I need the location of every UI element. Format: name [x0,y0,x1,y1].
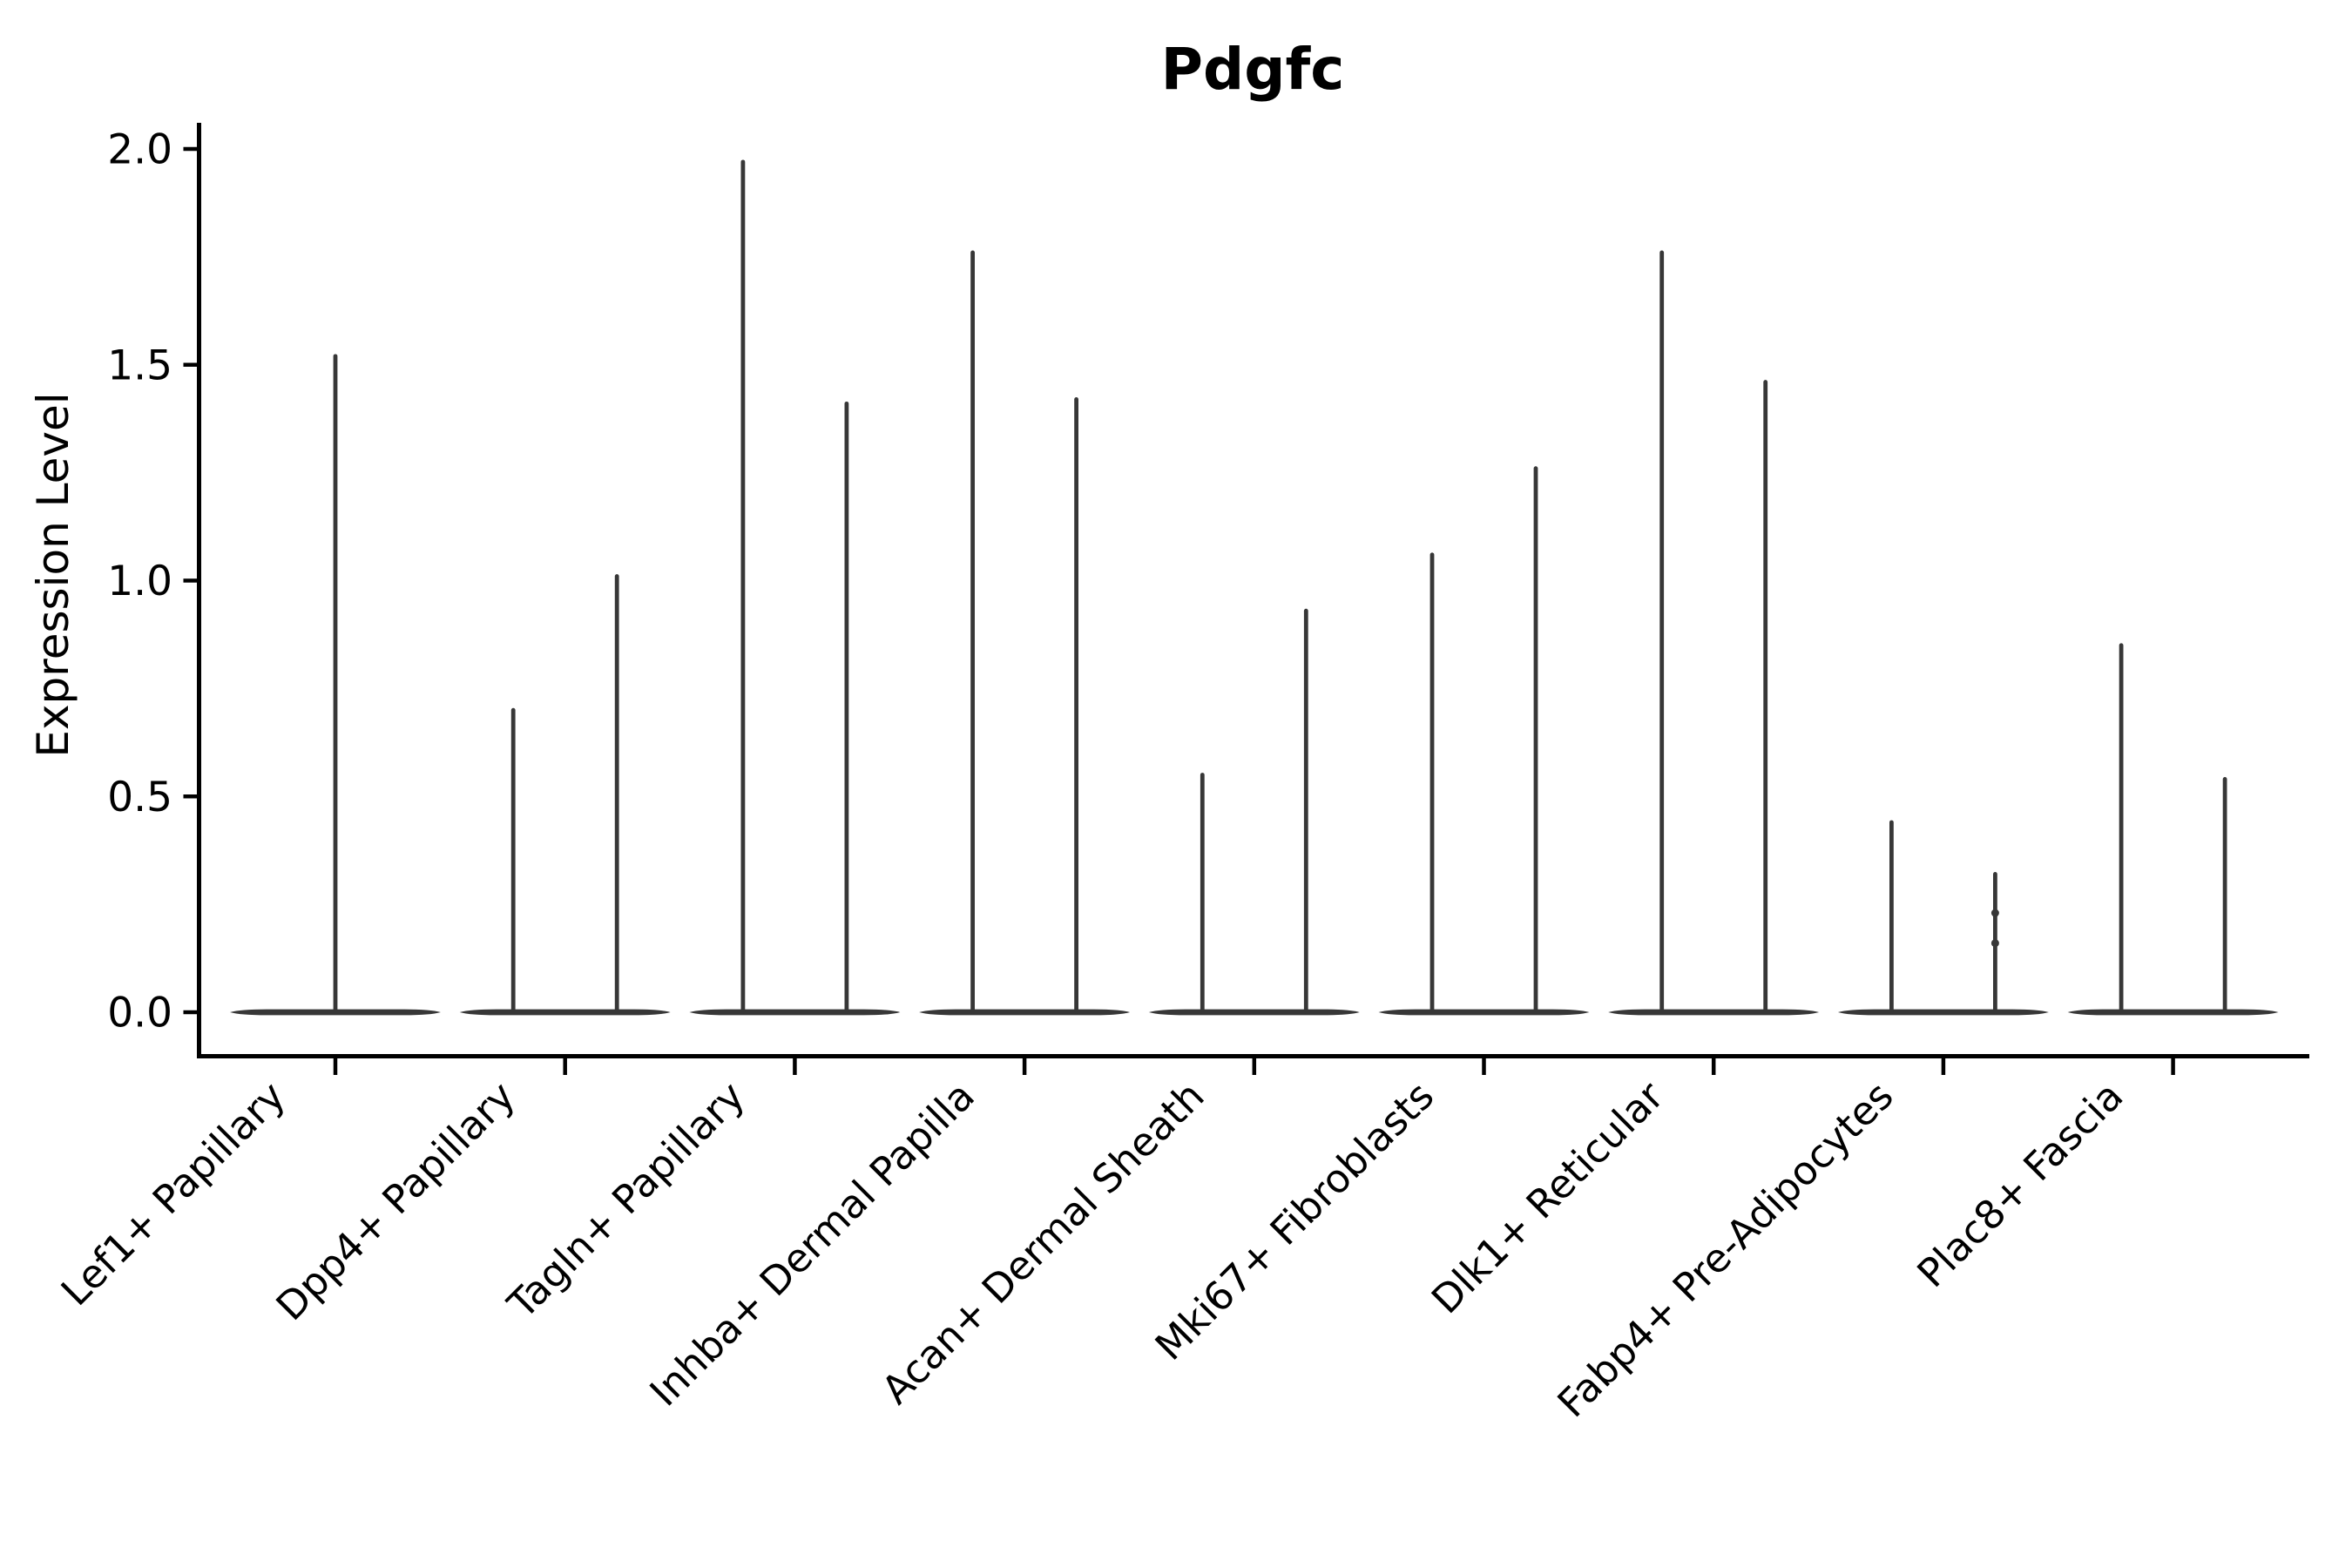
violin-point [1990,909,1999,917]
y-tick-label: 0.0 [107,990,172,1037]
chart-title: Pdgfc [1161,36,1345,103]
x-tick-label: Dpp4+ Papillary [267,1072,524,1329]
y-tick-label: 1.5 [107,341,172,389]
violin-point [1990,939,1999,948]
x-tick-label: Plac8+ Fascia [1909,1072,2132,1296]
y-tick-label: 1.0 [107,558,172,605]
violin-base [459,1009,671,1016]
violin-base [1837,1009,2049,1016]
y-tick-label: 2.0 [107,126,172,174]
violin-base [1608,1009,1820,1016]
x-tick-label: Dlk1+ Reticular [1423,1072,1673,1322]
violin-base [919,1009,1131,1016]
y-axis-title: Expression Level [28,392,78,757]
y-tick-label: 0.5 [107,774,172,821]
violin-base [2067,1009,2279,1016]
x-tick-label: Tagln+ Papillary [498,1072,754,1328]
violin-base [1378,1009,1590,1016]
violin-base [689,1009,901,1016]
x-tick-label: Lef1+ Papillary [52,1072,294,1315]
violin-base [1148,1009,1360,1016]
